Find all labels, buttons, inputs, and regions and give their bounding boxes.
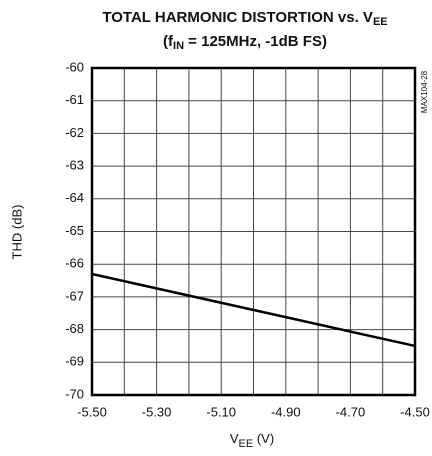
y-tick-label: -65 bbox=[65, 223, 84, 238]
y-tick-label: -61 bbox=[65, 92, 84, 107]
x-tick-label: -5.50 bbox=[77, 404, 107, 419]
x-label-part: V bbox=[230, 431, 239, 446]
x-label-subscript: EE bbox=[239, 438, 254, 450]
x-tick-label: -4.70 bbox=[336, 404, 366, 419]
y-axis-label: THD (dB) bbox=[9, 205, 24, 260]
y-tick-label: -70 bbox=[65, 386, 84, 401]
y-tick-label: -62 bbox=[65, 125, 84, 140]
subtitle-part: = 125MHz, -1dB FS) bbox=[184, 33, 327, 50]
x-axis-label: VEE (V) bbox=[230, 431, 274, 449]
x-tick-label: -4.90 bbox=[271, 404, 301, 419]
x-tick-label: -4.50 bbox=[400, 404, 430, 419]
subtitle-part: (f bbox=[163, 33, 174, 50]
data-line bbox=[91, 272, 416, 348]
title-part: TOTAL HARMONIC DISTORTION vs. V bbox=[102, 9, 373, 26]
title-subscript: EE bbox=[373, 16, 388, 28]
y-tick-label: -64 bbox=[65, 190, 84, 205]
y-tick-label: -67 bbox=[65, 288, 84, 303]
subtitle-subscript: IN bbox=[173, 40, 184, 52]
y-tick-label: -69 bbox=[65, 354, 84, 369]
y-tick-label: -66 bbox=[65, 256, 84, 271]
plot-frame bbox=[90, 66, 417, 397]
y-tick-label: -60 bbox=[65, 59, 84, 74]
chart-title: TOTAL HARMONIC DISTORTION vs. VEE bbox=[102, 9, 387, 28]
x-tick-label: -5.10 bbox=[206, 404, 236, 419]
y-tick-label: -63 bbox=[65, 158, 84, 173]
part-number: MAX104-28 bbox=[420, 70, 429, 113]
chart-subtitle: (fIN = 125MHz, -1dB FS) bbox=[163, 33, 327, 52]
y-tick-label: -68 bbox=[65, 321, 84, 336]
x-label-part: (V) bbox=[253, 431, 274, 446]
x-tick-label: -5.30 bbox=[142, 404, 172, 419]
